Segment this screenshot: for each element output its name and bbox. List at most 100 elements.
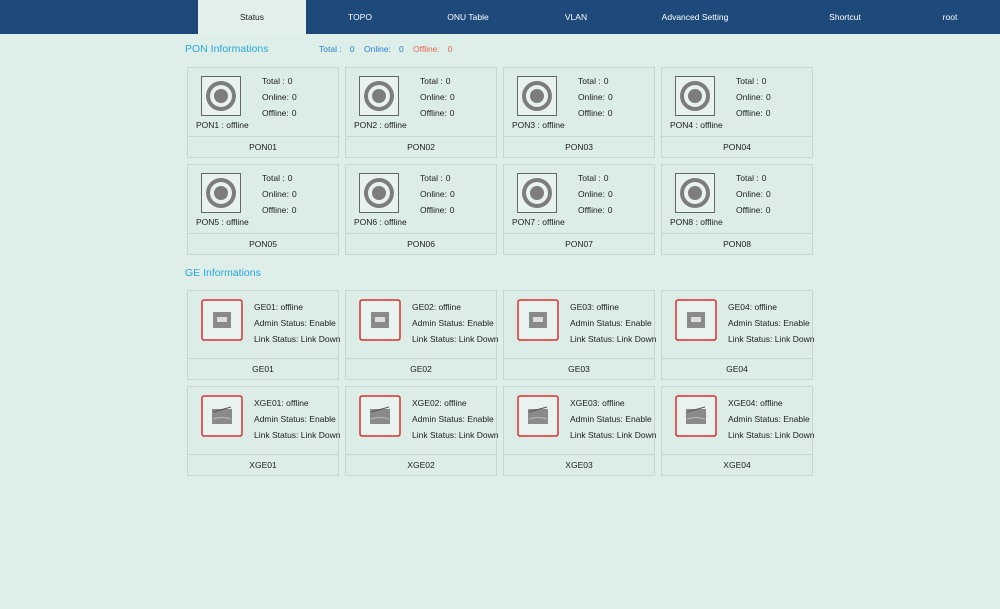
icon <box>517 395 559 439</box>
pon-stat: Offline: 0 <box>262 205 297 215</box>
pon-stat: Online: 0 <box>736 189 771 199</box>
stat-value: 0 <box>607 92 613 102</box>
pon-icon <box>517 76 557 116</box>
stat-value: 0 <box>607 108 613 118</box>
nav-item[interactable]: Advanced Setting <box>661 12 729 22</box>
pon-icon <box>675 76 715 116</box>
stat-label: Online: <box>736 189 763 199</box>
summary-item: Total : 0 <box>319 44 354 54</box>
stat-label: Online: <box>262 92 289 102</box>
stat-label: Total : <box>262 173 285 183</box>
card-footer: PON01 <box>188 136 338 157</box>
stat-value: 0 <box>603 173 609 183</box>
pon-card[interactable]: PON3 : offline Total :0 Online: 0 Offline: 0 P… <box>503 67 655 158</box>
port-icon <box>675 299 717 341</box>
pon-card[interactable]: PON2 : offline Total :0 Online: 0 Offline: 0 P… <box>345 67 497 158</box>
ge-line: Admin Status: Enable <box>570 318 652 328</box>
pon-stat: Offline: 0 <box>262 108 297 118</box>
summary-value: 0 <box>447 44 453 54</box>
stat-label: Online: <box>420 92 447 102</box>
nav-item[interactable]: VLAN <box>564 12 588 22</box>
pon-icon <box>675 173 715 213</box>
summary-value: 0 <box>349 44 355 54</box>
ge-line: XGE01: offline <box>254 398 309 408</box>
summary-item: Online: 0 <box>364 44 404 54</box>
ge-line: GE01: offline <box>254 302 303 312</box>
ge-card[interactable]: XGE04: offline Admin Status: Enable Link S… <box>661 386 815 476</box>
port-icon <box>675 395 717 437</box>
icon <box>517 173 557 215</box>
ge-card[interactable]: GE01: offline Admin Status: Enable Link St… <box>187 290 340 380</box>
icon <box>359 395 401 439</box>
pon-card[interactable]: PON7 : offline Total :0 Online: 0 Offline: 0 P… <box>503 164 655 255</box>
pon-icon <box>517 173 557 213</box>
icon <box>359 76 399 118</box>
pon-stat: Total :0 <box>262 173 292 183</box>
ge-card[interactable]: GE03: offline Admin Status: Enable Link St… <box>503 290 656 380</box>
nav-item[interactable]: root <box>942 12 958 22</box>
ge-line: Link Status: Link Down <box>728 334 815 344</box>
icon <box>675 299 717 343</box>
stat-label: Offline: <box>736 108 763 118</box>
pon-stat: Online: 0 <box>578 92 613 102</box>
ge-card[interactable]: XGE01: offline Admin Status: Enable Link S… <box>187 386 340 476</box>
pon-stat: Online: 0 <box>262 189 297 199</box>
ge-line: Link Status: Link Down <box>728 430 815 440</box>
pon-card[interactable]: PON5 : offline Total :0 Online: 0 Offline: 0 P… <box>187 164 339 255</box>
nav-item[interactable]: Status <box>198 0 306 34</box>
pon-stat: Online: 0 <box>578 189 613 199</box>
icon <box>675 173 715 215</box>
stat-value: 0 <box>765 189 771 199</box>
card-footer: GE03 <box>504 358 654 379</box>
summary-value: 0 <box>398 44 404 54</box>
ge-line: XGE02: offline <box>412 398 467 408</box>
pon-stat: Total :0 <box>578 173 608 183</box>
stat-value: 0 <box>291 189 297 199</box>
card-footer: PON02 <box>346 136 496 157</box>
stat-label: Online: <box>262 189 289 199</box>
port-icon <box>359 395 401 437</box>
stat-label: Online: <box>578 92 605 102</box>
pon-card[interactable]: PON6 : offline Total :0 Online: 0 Offline: 0 P… <box>345 164 497 255</box>
section-title: PON Informations <box>185 43 269 55</box>
ge-line: Link Status: Link Down <box>570 430 657 440</box>
pon-stat: Offline: 0 <box>420 205 455 215</box>
ge-line: Admin Status: Enable <box>254 318 336 328</box>
card-footer: PON08 <box>662 233 812 254</box>
stat-label: Total : <box>736 173 759 183</box>
ge-line: XGE03: offline <box>570 398 625 408</box>
summary-label: Online: <box>364 44 391 54</box>
card-footer: XGE03 <box>504 454 654 475</box>
stat-value: 0 <box>291 92 297 102</box>
ge-line: Admin Status: Enable <box>728 414 810 424</box>
ge-card[interactable]: XGE02: offline Admin Status: Enable Link S… <box>345 386 498 476</box>
summary-label: Total : <box>319 44 342 54</box>
stat-value: 0 <box>291 205 297 215</box>
ge-card[interactable]: XGE03: offline Admin Status: Enable Link S… <box>503 386 657 476</box>
port-icon <box>201 395 243 437</box>
nav-item[interactable]: TOPO <box>348 12 372 22</box>
port-icon <box>201 299 243 341</box>
stat-label: Offline: <box>578 108 605 118</box>
nav-item[interactable]: Shortcut <box>829 12 861 22</box>
stat-label: Offline: <box>578 205 605 215</box>
section-title: GE Informations <box>185 267 261 279</box>
stat-value: 0 <box>291 108 297 118</box>
ge-line: Admin Status: Enable <box>412 414 494 424</box>
ge-card[interactable]: GE02: offline Admin Status: Enable Link St… <box>345 290 498 380</box>
ge-card[interactable]: GE04: offline Admin Status: Enable Link St… <box>661 290 815 380</box>
nav-item[interactable]: ONU Table <box>447 12 489 22</box>
pon-stat: Offline: 0 <box>420 108 455 118</box>
pon-card[interactable]: PON4 : offline Total :0 Online: 0 Offline: 0 P… <box>661 67 813 158</box>
pon-status: PON7 : offline <box>512 217 565 227</box>
pon-card[interactable]: PON1 : offline Total :0 Online: 0 Offline: 0 P… <box>187 67 339 158</box>
ge-line: GE02: offline <box>412 302 461 312</box>
stat-value: 0 <box>449 108 455 118</box>
pon-stat: Offline: 0 <box>578 108 613 118</box>
stat-value: 0 <box>607 205 613 215</box>
stat-label: Online: <box>578 189 605 199</box>
pon-stat: Total :0 <box>736 173 766 183</box>
pon-card[interactable]: PON8 : offline Total :0 Online: 0 Offline: 0 P… <box>661 164 813 255</box>
pon-status: PON5 : offline <box>196 217 249 227</box>
ge-line: Admin Status: Enable <box>254 414 336 424</box>
